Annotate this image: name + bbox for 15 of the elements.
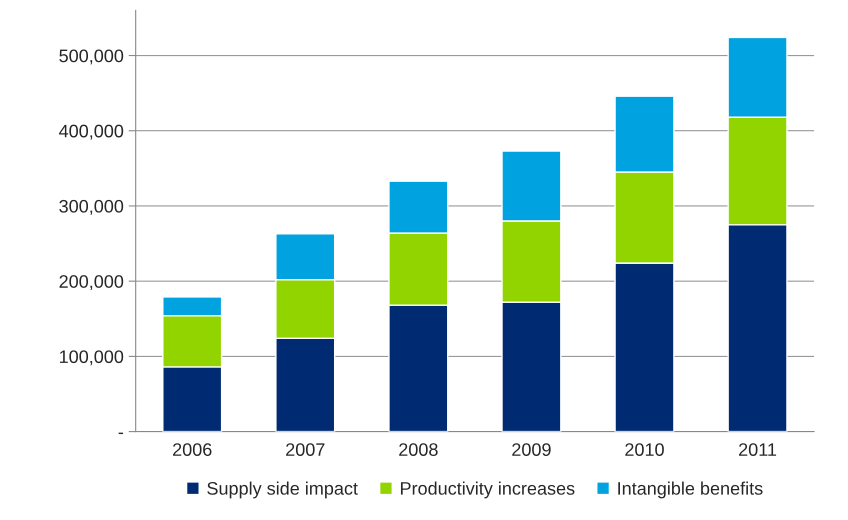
y-tick-label: 500,000: [59, 49, 124, 64]
legend-label: Supply side impact: [207, 482, 358, 498]
x-tick-label: 2008: [399, 443, 438, 456]
x-tick-label: 2010: [625, 443, 664, 456]
y-tick-label: 400,000: [59, 124, 124, 140]
x-tick-label: 2006: [173, 443, 212, 456]
legend-label: Productivity increases: [400, 482, 574, 498]
x-tick-label: 2011: [739, 443, 776, 456]
y-tick-label: 200,000: [60, 275, 124, 290]
y-tick-label: -: [118, 432, 124, 434]
y-tick-label: 300,000: [59, 200, 124, 215]
x-tick-label: 2009: [512, 443, 551, 456]
y-tick-label: 100,000: [60, 350, 124, 366]
x-tick-label: 2007: [286, 443, 324, 456]
legend-label: Intangible benefits: [618, 482, 763, 498]
